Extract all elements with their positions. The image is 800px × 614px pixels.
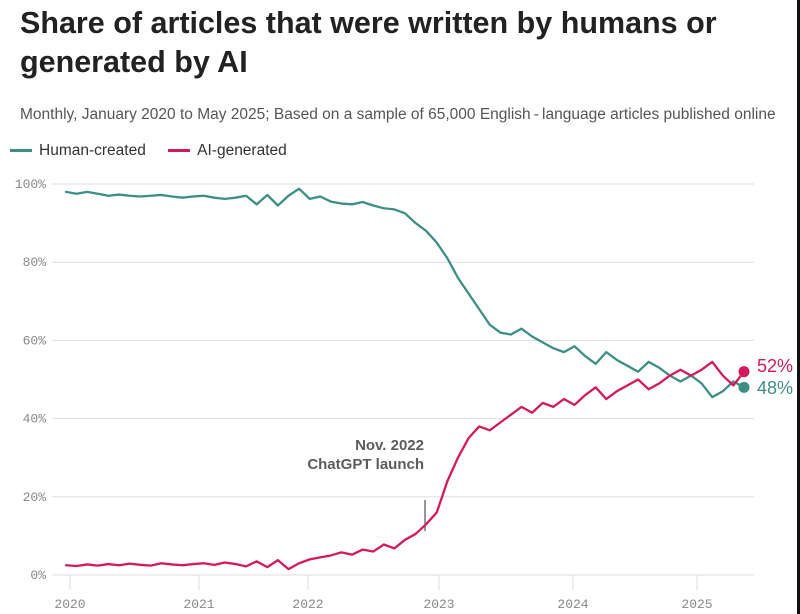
svg-text:40%: 40%: [23, 412, 47, 427]
svg-text:0%: 0%: [30, 568, 46, 583]
svg-text:2020: 2020: [54, 597, 85, 612]
svg-text:2025: 2025: [681, 597, 712, 612]
svg-text:Nov. 2022: Nov. 2022: [355, 437, 424, 454]
svg-text:2024: 2024: [557, 597, 588, 612]
svg-text:48%: 48%: [757, 378, 793, 398]
svg-text:80%: 80%: [23, 255, 47, 270]
svg-text:20%: 20%: [23, 490, 47, 505]
svg-text:2021: 2021: [183, 597, 214, 612]
svg-text:ChatGPT launch: ChatGPT launch: [307, 456, 424, 473]
svg-text:2023: 2023: [423, 597, 454, 612]
svg-text:100%: 100%: [15, 177, 46, 192]
svg-text:52%: 52%: [757, 356, 793, 376]
svg-text:60%: 60%: [23, 333, 47, 348]
svg-text:2022: 2022: [292, 597, 323, 612]
